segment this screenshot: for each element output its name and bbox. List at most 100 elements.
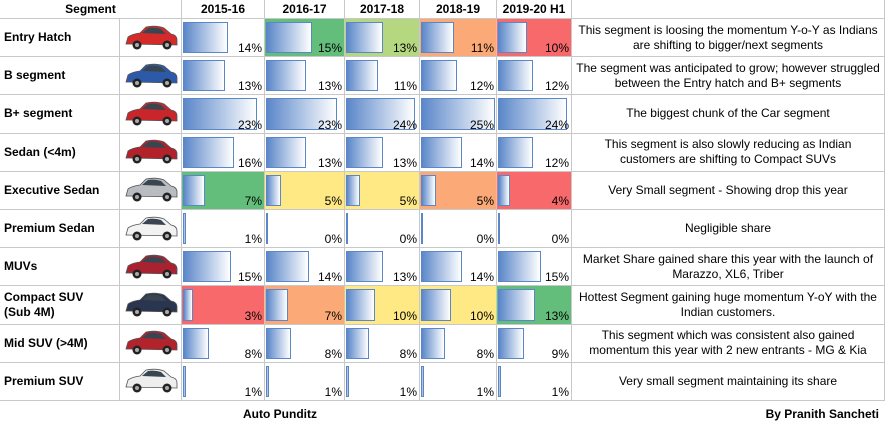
data-bar <box>346 136 384 168</box>
car-cell <box>120 171 182 210</box>
segment-name: B segment <box>0 57 120 96</box>
share-label: 5% <box>324 193 342 208</box>
share-label: 14% <box>469 270 494 285</box>
share-cell: 13% <box>345 248 420 287</box>
data-bar <box>266 251 310 283</box>
share-cell: 14% <box>182 19 265 58</box>
share-cell: 13% <box>497 286 572 325</box>
data-bar <box>183 22 228 54</box>
data-bar <box>421 365 424 397</box>
share-cell: 15% <box>265 19 345 58</box>
data-bar <box>183 213 187 245</box>
data-bar <box>498 22 527 54</box>
share-cell: 5% <box>420 171 497 210</box>
data-bar <box>498 365 501 397</box>
car-icon <box>124 25 177 50</box>
data-bar <box>266 327 291 359</box>
share-label: 13% <box>317 79 342 94</box>
share-label: 13% <box>237 79 262 94</box>
comment: Very small segment maintaining its share <box>572 362 885 401</box>
data-bar <box>346 365 349 397</box>
share-label: 5% <box>476 193 494 208</box>
column-header: 2015-16 <box>182 0 265 19</box>
share-cell: 15% <box>182 248 265 287</box>
share-cell: 12% <box>497 57 572 96</box>
car-icon <box>124 178 177 202</box>
segment-name: Executive Sedan <box>0 171 120 210</box>
share-cell: 12% <box>497 133 572 172</box>
comment: This segment is also slowly reducing as … <box>572 133 885 172</box>
share-cell: 14% <box>265 248 345 287</box>
share-label: 15% <box>237 270 262 285</box>
data-bar <box>498 327 524 359</box>
share-cell: 10% <box>420 286 497 325</box>
segment-name: Compact SUV (Sub 4M) <box>0 286 120 325</box>
share-label: 0% <box>476 232 494 247</box>
segment-name: B+ segment <box>0 95 120 134</box>
share-cell: 3% <box>182 286 265 325</box>
share-label: 1% <box>244 232 262 247</box>
share-label: 13% <box>544 308 569 323</box>
share-cell: 15% <box>497 248 572 287</box>
share-cell: 7% <box>265 286 345 325</box>
share-label: 7% <box>244 193 262 208</box>
data-bar <box>498 60 533 92</box>
share-label: 13% <box>392 270 417 285</box>
data-bar <box>346 174 361 206</box>
share-cell: 8% <box>265 324 345 363</box>
comment: The biggest chunk of the Car segment <box>572 95 885 134</box>
car-icon <box>124 216 177 241</box>
share-cell: 1% <box>497 362 572 401</box>
segment-name: Premium SUV <box>0 362 120 401</box>
share-label: 15% <box>544 270 569 285</box>
footer-left: Auto Punditz <box>243 407 317 421</box>
share-label: 8% <box>244 346 262 361</box>
car-icon <box>124 330 177 355</box>
data-bar <box>421 213 423 245</box>
share-label: 14% <box>469 155 494 170</box>
share-label: 13% <box>392 41 417 56</box>
share-cell: 10% <box>497 19 572 58</box>
data-bar <box>266 98 337 130</box>
share-label: 0% <box>399 232 417 247</box>
share-cell: 10% <box>345 286 420 325</box>
car-cell <box>120 57 182 96</box>
comment: Hottest Segment gaining huge momentum Y-… <box>572 286 885 325</box>
share-cell: 14% <box>420 248 497 287</box>
comment: Very Small segment - Showing drop this y… <box>572 171 885 210</box>
share-label: 8% <box>476 346 494 361</box>
column-header: 2018-19 <box>420 0 497 19</box>
segment-name: MUVs <box>0 248 120 287</box>
share-label: 10% <box>544 41 569 56</box>
data-bar <box>498 98 568 130</box>
data-bar <box>346 213 348 245</box>
data-bar <box>183 136 235 168</box>
data-bar <box>421 174 436 206</box>
share-label: 8% <box>324 346 342 361</box>
comment: Market Share gained share this year with… <box>572 248 885 287</box>
car-cell <box>120 210 182 249</box>
car-icon <box>124 254 177 279</box>
data-bar <box>421 22 454 54</box>
data-bar <box>421 289 451 321</box>
data-bar <box>346 289 375 321</box>
share-cell: 13% <box>265 133 345 172</box>
data-bar <box>183 98 257 130</box>
share-label: 12% <box>544 155 569 170</box>
share-cell: 13% <box>345 133 420 172</box>
car-icon <box>124 101 177 126</box>
share-cell: 0% <box>345 210 420 249</box>
share-cell: 0% <box>420 210 497 249</box>
data-bar <box>346 60 378 92</box>
segment-name: Entry Hatch <box>0 19 120 58</box>
data-bar <box>346 22 384 54</box>
share-cell: 0% <box>265 210 345 249</box>
car-cell <box>120 19 182 58</box>
car-cell <box>120 133 182 172</box>
share-label: 12% <box>469 79 494 94</box>
share-cell: 23% <box>182 95 265 134</box>
share-cell: 1% <box>345 362 420 401</box>
share-cell: 13% <box>265 57 345 96</box>
data-bar <box>266 60 307 92</box>
share-cell: 1% <box>265 362 345 401</box>
